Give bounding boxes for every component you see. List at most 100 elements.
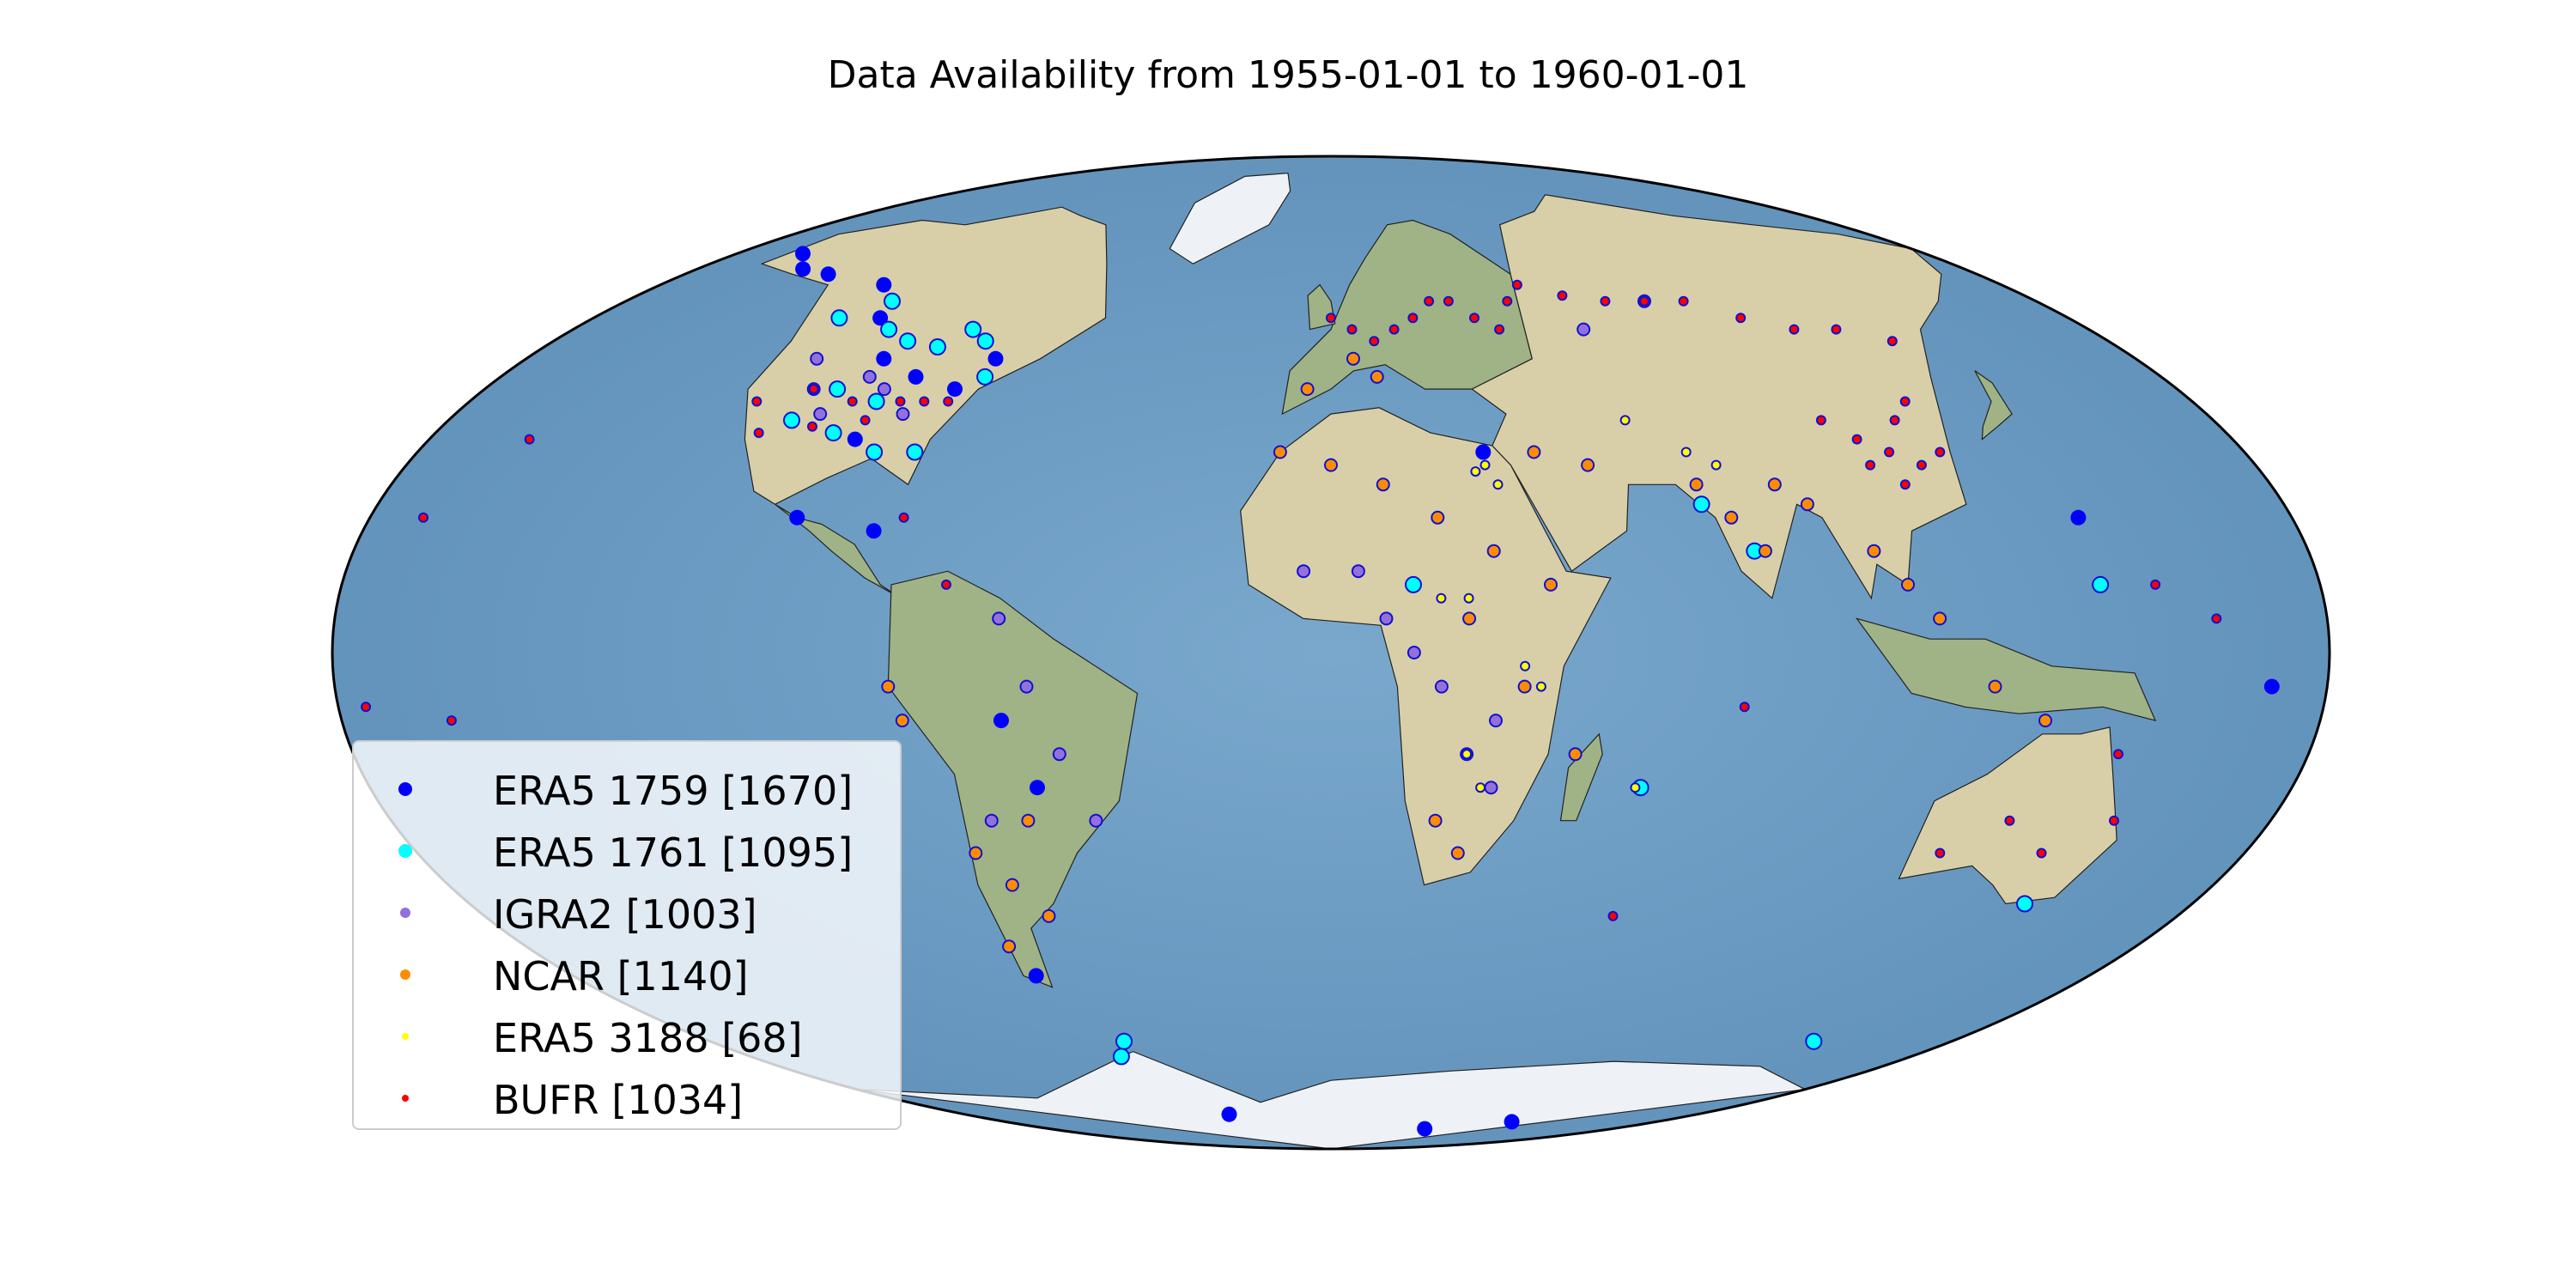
station-marker [1443, 295, 1454, 307]
station-marker [866, 443, 884, 461]
station-marker [446, 715, 457, 726]
station-marker [751, 396, 762, 407]
station-marker [1479, 459, 1491, 471]
landmass-japan [1974, 370, 2013, 440]
station-marker [1424, 295, 1435, 307]
station-marker [1379, 611, 1394, 626]
station-marker [813, 407, 828, 422]
station-marker [1028, 968, 1044, 984]
station-marker [877, 382, 891, 397]
station-marker [881, 679, 896, 694]
legend-marker [402, 1033, 409, 1040]
station-marker [1831, 324, 1842, 335]
station-marker [1680, 447, 1692, 458]
station-marker [783, 411, 800, 429]
station-marker [1710, 459, 1722, 471]
station-marker [941, 579, 951, 590]
station-marker [1005, 878, 1019, 892]
legend-entry: ERA5 1759 [1670] [354, 759, 903, 819]
station-marker [1607, 910, 1619, 921]
station-marker [947, 381, 963, 398]
station-marker [876, 276, 892, 293]
station-marker [1758, 544, 1772, 558]
station-marker [1115, 1032, 1133, 1050]
station-marker [1475, 444, 1492, 460]
station-marker [896, 407, 910, 422]
station-marker [919, 396, 930, 407]
station-marker [847, 396, 858, 407]
station-marker [1517, 679, 1532, 694]
station-marker [789, 509, 805, 526]
station-marker [1492, 479, 1504, 490]
station-marker [2150, 579, 2161, 590]
station-marker [1486, 544, 1501, 558]
station-marker [1370, 369, 1384, 384]
station-marker [1470, 466, 1481, 477]
legend-entry: BUFR [1034] [354, 1068, 903, 1128]
station-marker [1300, 382, 1315, 397]
station-marker [824, 424, 842, 442]
station-marker [1376, 477, 1390, 492]
station-marker [899, 332, 917, 350]
station-marker [1800, 497, 1814, 512]
station-marker [1346, 351, 1360, 366]
station-marker [1527, 445, 1541, 459]
landmass-antarctica [856, 1050, 1807, 1149]
station-marker [418, 512, 428, 523]
landmass-indonesia [1855, 617, 2157, 721]
station-marker [1324, 458, 1338, 472]
station-marker [1405, 575, 1422, 593]
station-marker [1988, 679, 2002, 694]
station-marker [795, 261, 811, 277]
station-marker [1484, 781, 1498, 795]
station-marker [1042, 908, 1056, 923]
station-marker [1735, 313, 1747, 324]
station-marker [1935, 447, 1946, 458]
station-marker [908, 368, 924, 385]
station-marker [2092, 575, 2110, 593]
station-marker [1346, 324, 1358, 335]
station-marker [964, 320, 982, 338]
station-marker [524, 434, 535, 445]
station-marker [2263, 678, 2280, 695]
station-marker [872, 310, 889, 326]
station-marker [1630, 782, 1641, 793]
station-marker [2070, 509, 2087, 526]
station-marker [1600, 295, 1611, 307]
station-marker [1089, 813, 1103, 828]
station-marker [1535, 681, 1546, 692]
station-marker [1789, 324, 1800, 335]
station-marker [1557, 290, 1568, 301]
station-marker [943, 396, 954, 407]
station-marker [830, 309, 848, 327]
station-marker [795, 246, 811, 262]
station-marker [976, 368, 994, 386]
station-marker [876, 350, 892, 367]
station-marker [1805, 1032, 1823, 1050]
station-marker [862, 369, 877, 384]
station-marker [1851, 434, 1862, 445]
station-marker [2036, 848, 2047, 859]
legend-marker [400, 908, 410, 918]
station-marker [1428, 813, 1443, 828]
station-marker [1406, 646, 1421, 659]
station-marker [1450, 846, 1465, 860]
station-marker [1326, 313, 1336, 324]
station-marker [1297, 564, 1311, 579]
series-0 [789, 246, 2280, 1137]
station-marker [1417, 1121, 1433, 1137]
legend-label: ERA5 1761 [1095] [493, 829, 854, 876]
map-outline [331, 155, 2331, 1151]
station-marker [992, 611, 1006, 626]
station-marker [1935, 848, 1946, 859]
station-marker [810, 351, 824, 366]
landmass-madagascar [1559, 732, 1603, 822]
station-marker [1388, 324, 1400, 335]
legend-marker [400, 969, 410, 980]
station-marker [1865, 459, 1876, 471]
landmass-asia [1471, 194, 1967, 600]
station-marker [1916, 459, 1927, 471]
station-marker [1899, 479, 1911, 490]
station-marker [2211, 613, 2222, 624]
station-marker [1568, 747, 1583, 762]
